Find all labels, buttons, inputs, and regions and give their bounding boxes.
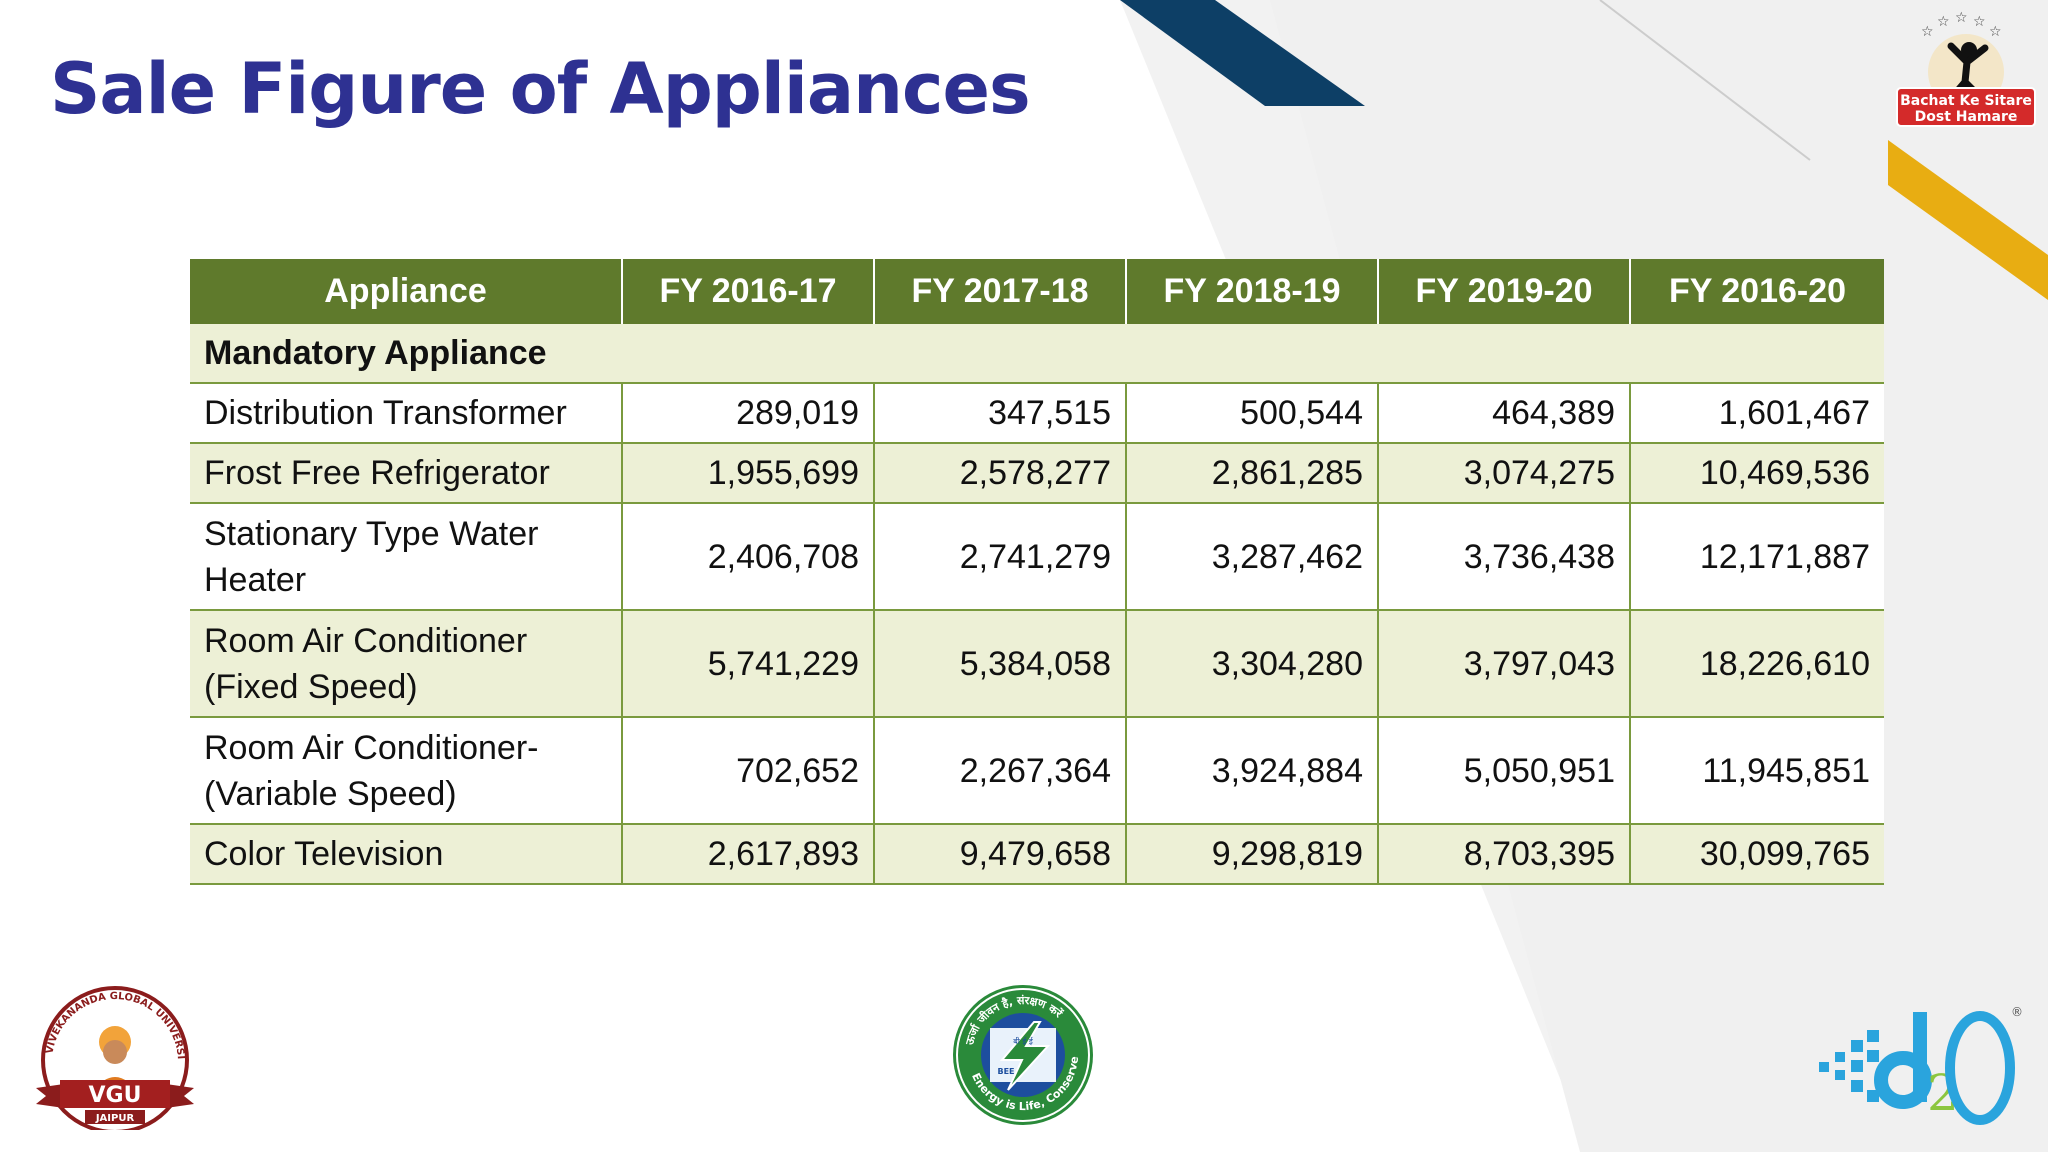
table-cell: 8,703,395 xyxy=(1377,824,1630,885)
ribbon-right-tail xyxy=(166,1084,194,1108)
table-cell: 3,304,280 xyxy=(1125,610,1378,718)
star-icon: ☆ xyxy=(1989,24,2002,40)
column-header: FY 2016-17 xyxy=(621,259,874,324)
table-cell: 3,797,043 xyxy=(1377,610,1630,718)
table-cell: 9,298,819 xyxy=(1125,824,1378,885)
section-label: Mandatory Appliance xyxy=(190,324,1884,384)
star-icon: ☆ xyxy=(1955,10,1968,26)
table-cell: 2,741,279 xyxy=(873,503,1126,611)
slide-title: Sale Figure of Appliances xyxy=(50,48,1031,130)
table-row: Stationary Type Water Heater 2,406,708 2… xyxy=(190,503,1884,611)
table-cell: 12,171,887 xyxy=(1629,503,1884,611)
appliance-name: Color Television xyxy=(190,824,622,885)
vgu-logo: VIVEKANANDA GLOBAL UNIVERSITY VGU JAIPUR xyxy=(30,980,194,1130)
table-cell: 1,601,467 xyxy=(1629,383,1884,444)
ribbon-left-tail xyxy=(36,1084,64,1108)
table-cell: 1,955,699 xyxy=(621,443,874,504)
table-header-row: Appliance FY 2016-17 FY 2017-18 FY 2018-… xyxy=(190,259,1884,324)
section-row: Mandatory Appliance xyxy=(190,324,1884,384)
pixel-trail-icon xyxy=(1819,1030,1879,1102)
appliance-name: Stationary Type Water Heater xyxy=(190,503,622,611)
table-cell: 10,469,536 xyxy=(1629,443,1884,504)
table-cell: 5,741,229 xyxy=(621,610,874,718)
table-cell: 3,736,438 xyxy=(1377,503,1630,611)
table-cell: 18,226,610 xyxy=(1629,610,1884,718)
table-cell: 464,389 xyxy=(1377,383,1630,444)
vgu-city: JAIPUR xyxy=(95,1113,135,1124)
column-header: FY 2016-20 xyxy=(1629,259,1884,324)
badge-banner xyxy=(1896,87,2036,127)
letter-o-ring xyxy=(1945,1011,2015,1125)
letter-d-stem xyxy=(1913,1012,1927,1102)
vgu-name: VGU xyxy=(89,1083,142,1108)
appliance-name: Distribution Transformer xyxy=(190,383,622,444)
table-cell: 702,652 xyxy=(621,717,874,825)
table-cell: 2,406,708 xyxy=(621,503,874,611)
registered-mark: ® xyxy=(2011,1005,2023,1019)
bee-hindi-abbr: बी ई ई xyxy=(1013,1036,1034,1046)
table-cell: 2,578,277 xyxy=(873,443,1126,504)
table-cell: 347,515 xyxy=(873,383,1126,444)
table-cell: 30,099,765 xyxy=(1629,824,1884,885)
column-header: FY 2018-19 xyxy=(1125,259,1378,324)
d2o-logo: 2 ® xyxy=(1819,1005,2023,1125)
table-cell: 289,019 xyxy=(621,383,874,444)
table-cell: 3,924,884 xyxy=(1125,717,1378,825)
table-cell: 9,479,658 xyxy=(873,824,1126,885)
column-header: FY 2017-18 xyxy=(873,259,1126,324)
bachat-ke-sitare-logo: ☆ ☆ ☆ ☆ ☆ Bachat Ke Sitare Dost Hamare xyxy=(1896,10,2036,127)
vgu-ribbon xyxy=(60,1080,170,1108)
table-cell: 5,050,951 xyxy=(1377,717,1630,825)
bee-logo: ऊर्जा जीवन है, संरक्षण करें Energy is Li… xyxy=(950,982,1093,1125)
table-row: Room Air Conditioner- (Variable Speed) 7… xyxy=(190,717,1884,825)
navy-stripe-shape xyxy=(1120,0,1365,106)
appliance-name: Room Air Conditioner- (Variable Speed) xyxy=(190,717,622,825)
column-header: Appliance xyxy=(190,259,622,324)
star-icon: ☆ xyxy=(1921,24,1934,40)
table-cell: 2,861,285 xyxy=(1125,443,1378,504)
star-icon: ☆ xyxy=(1937,14,1950,30)
appliance-name: Room Air Conditioner (Fixed Speed) xyxy=(190,610,622,718)
thin-line-shape xyxy=(1599,0,1811,161)
star-icon: ☆ xyxy=(1973,14,1986,30)
table-row: Frost Free Refrigerator 1,955,699 2,578,… xyxy=(190,443,1884,504)
table-cell: 2,617,893 xyxy=(621,824,874,885)
table-row: Color Television 2,617,893 9,479,658 9,2… xyxy=(190,824,1884,885)
table-cell: 5,384,058 xyxy=(873,610,1126,718)
column-header: FY 2019-20 xyxy=(1377,259,1630,324)
vgu-city-band xyxy=(85,1110,145,1124)
lightning-bolt-icon xyxy=(999,1021,1051,1091)
table-cell: 11,945,851 xyxy=(1629,717,1884,825)
badge-line-2: Dost Hamare xyxy=(1915,109,2018,125)
gold-stripe-shape xyxy=(1888,140,2048,300)
appliance-name: Frost Free Refrigerator xyxy=(190,443,622,504)
badge-line-1: Bachat Ke Sitare xyxy=(1900,93,2032,109)
bee-abbr: BEE xyxy=(997,1067,1014,1076)
table-cell: 3,287,462 xyxy=(1125,503,1378,611)
sales-table: Appliance FY 2016-17 FY 2017-18 FY 2018-… xyxy=(190,259,1884,885)
table-row: Room Air Conditioner (Fixed Speed) 5,741… xyxy=(190,610,1884,718)
table-row: Distribution Transformer 289,019 347,515… xyxy=(190,383,1884,444)
table-cell: 500,544 xyxy=(1125,383,1378,444)
table-cell: 2,267,364 xyxy=(873,717,1126,825)
bee-ring-line xyxy=(956,988,1090,1122)
table-cell: 3,074,275 xyxy=(1377,443,1630,504)
portrait-face-icon xyxy=(103,1040,127,1064)
